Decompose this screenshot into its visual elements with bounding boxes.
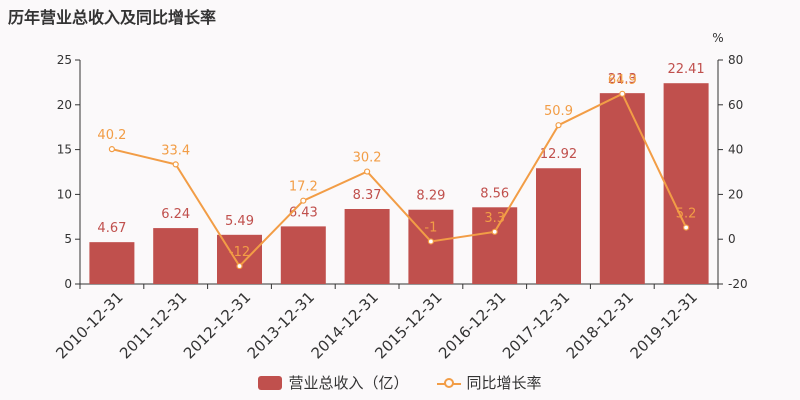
- legend-item-revenue[interactable]: 营业总收入（亿）: [258, 372, 409, 393]
- bar-value-label: 8.56: [480, 186, 509, 201]
- growth-value-label: 64.9: [608, 73, 637, 88]
- bar-value-label: 12.92: [540, 147, 577, 162]
- growth-value-label: -12: [229, 245, 250, 260]
- growth-value-label: 5.2: [676, 207, 697, 222]
- growth-point: [619, 90, 626, 97]
- x-tick-label: 2016-12-31: [435, 288, 509, 362]
- growth-point: [427, 238, 434, 245]
- y-left-tick-label: 5: [64, 232, 72, 246]
- x-tick-label: 2018-12-31: [563, 288, 637, 362]
- bar: [280, 226, 326, 284]
- y-left-tick-label: 25: [57, 53, 72, 67]
- x-tick-label: 2014-12-31: [308, 288, 382, 362]
- y-right-unit: %: [712, 31, 723, 45]
- y-right-tick-label: 80: [728, 53, 743, 67]
- bar: [153, 228, 199, 284]
- bar-value-label: 8.29: [416, 189, 445, 204]
- growth-point: [555, 122, 562, 129]
- bar-value-label: 6.43: [289, 205, 318, 220]
- bar-value-label: 5.49: [225, 214, 254, 229]
- bar: [599, 93, 645, 284]
- legend-item-growth[interactable]: 同比增长率: [436, 372, 542, 393]
- y-right-tick-label: 0: [728, 232, 736, 246]
- growth-value-label: 50.9: [544, 104, 573, 119]
- legend-line-swatch: [436, 376, 461, 390]
- bar: [408, 209, 454, 284]
- growth-point: [172, 161, 179, 168]
- y-right-tick-label: -20: [728, 277, 748, 291]
- chart-title: 历年营业总收入及同比增长率: [8, 8, 217, 27]
- growth-point: [108, 146, 116, 153]
- y-left-tick-label: 15: [57, 143, 72, 157]
- y-left-tick-label: 0: [64, 277, 72, 291]
- growth-value-label: 30.2: [353, 151, 382, 166]
- growth-value-label: -1: [424, 220, 437, 235]
- growth-value-label: 17.2: [289, 180, 318, 195]
- growth-point: [364, 168, 371, 175]
- y-right-tick-label: 40: [728, 143, 743, 157]
- y-right-tick-label: 20: [728, 187, 743, 201]
- x-tick-label: 2015-12-31: [371, 288, 445, 362]
- growth-point: [491, 228, 498, 235]
- legend-label-growth: 同比增长率: [466, 374, 542, 392]
- bar: [89, 242, 135, 284]
- growth-value-label: 33.4: [161, 143, 190, 158]
- growth-value-label: 3.3: [484, 211, 505, 226]
- x-tick-label: 2010-12-31: [52, 288, 126, 362]
- bar-value-label: 4.67: [97, 221, 126, 236]
- chart-canvas: 0 5 10 15 20 25 -20 0 20 40 60 80% 2010-12-312011-12…: [52, 31, 748, 362]
- legend: 营业总收入（亿） 同比增长率: [0, 372, 800, 393]
- bar-value-label: 6.24: [161, 207, 190, 222]
- growth-line: [111, 92, 688, 268]
- x-tick-label: 2012-12-31: [180, 288, 254, 362]
- bar-value-label: 21.3: [608, 72, 637, 87]
- x-tick-label: 2013-12-31: [244, 288, 318, 362]
- growth-point: [236, 262, 243, 270]
- x-tick-label: 2017-12-31: [499, 288, 573, 362]
- y-left-tick-label: 20: [57, 98, 72, 112]
- bar-value-label: 8.37: [353, 188, 382, 203]
- legend-label-revenue: 营业总收入（亿）: [288, 374, 409, 392]
- x-tick-label: 2019-12-31: [627, 288, 701, 362]
- legend-bar-swatch: [258, 375, 283, 390]
- bar-value-label: 22.41: [667, 62, 704, 77]
- y-right-tick-label: 60: [728, 98, 743, 112]
- bar: [344, 209, 390, 284]
- bar: [536, 168, 581, 284]
- x-tick-label: 2011-12-31: [116, 288, 190, 362]
- y-left-tick-label: 10: [57, 187, 72, 201]
- growth-point: [300, 197, 307, 204]
- bar: [663, 83, 709, 285]
- growth-point: [682, 224, 690, 231]
- growth-value-label: 40.2: [97, 128, 126, 143]
- bar: [472, 207, 518, 284]
